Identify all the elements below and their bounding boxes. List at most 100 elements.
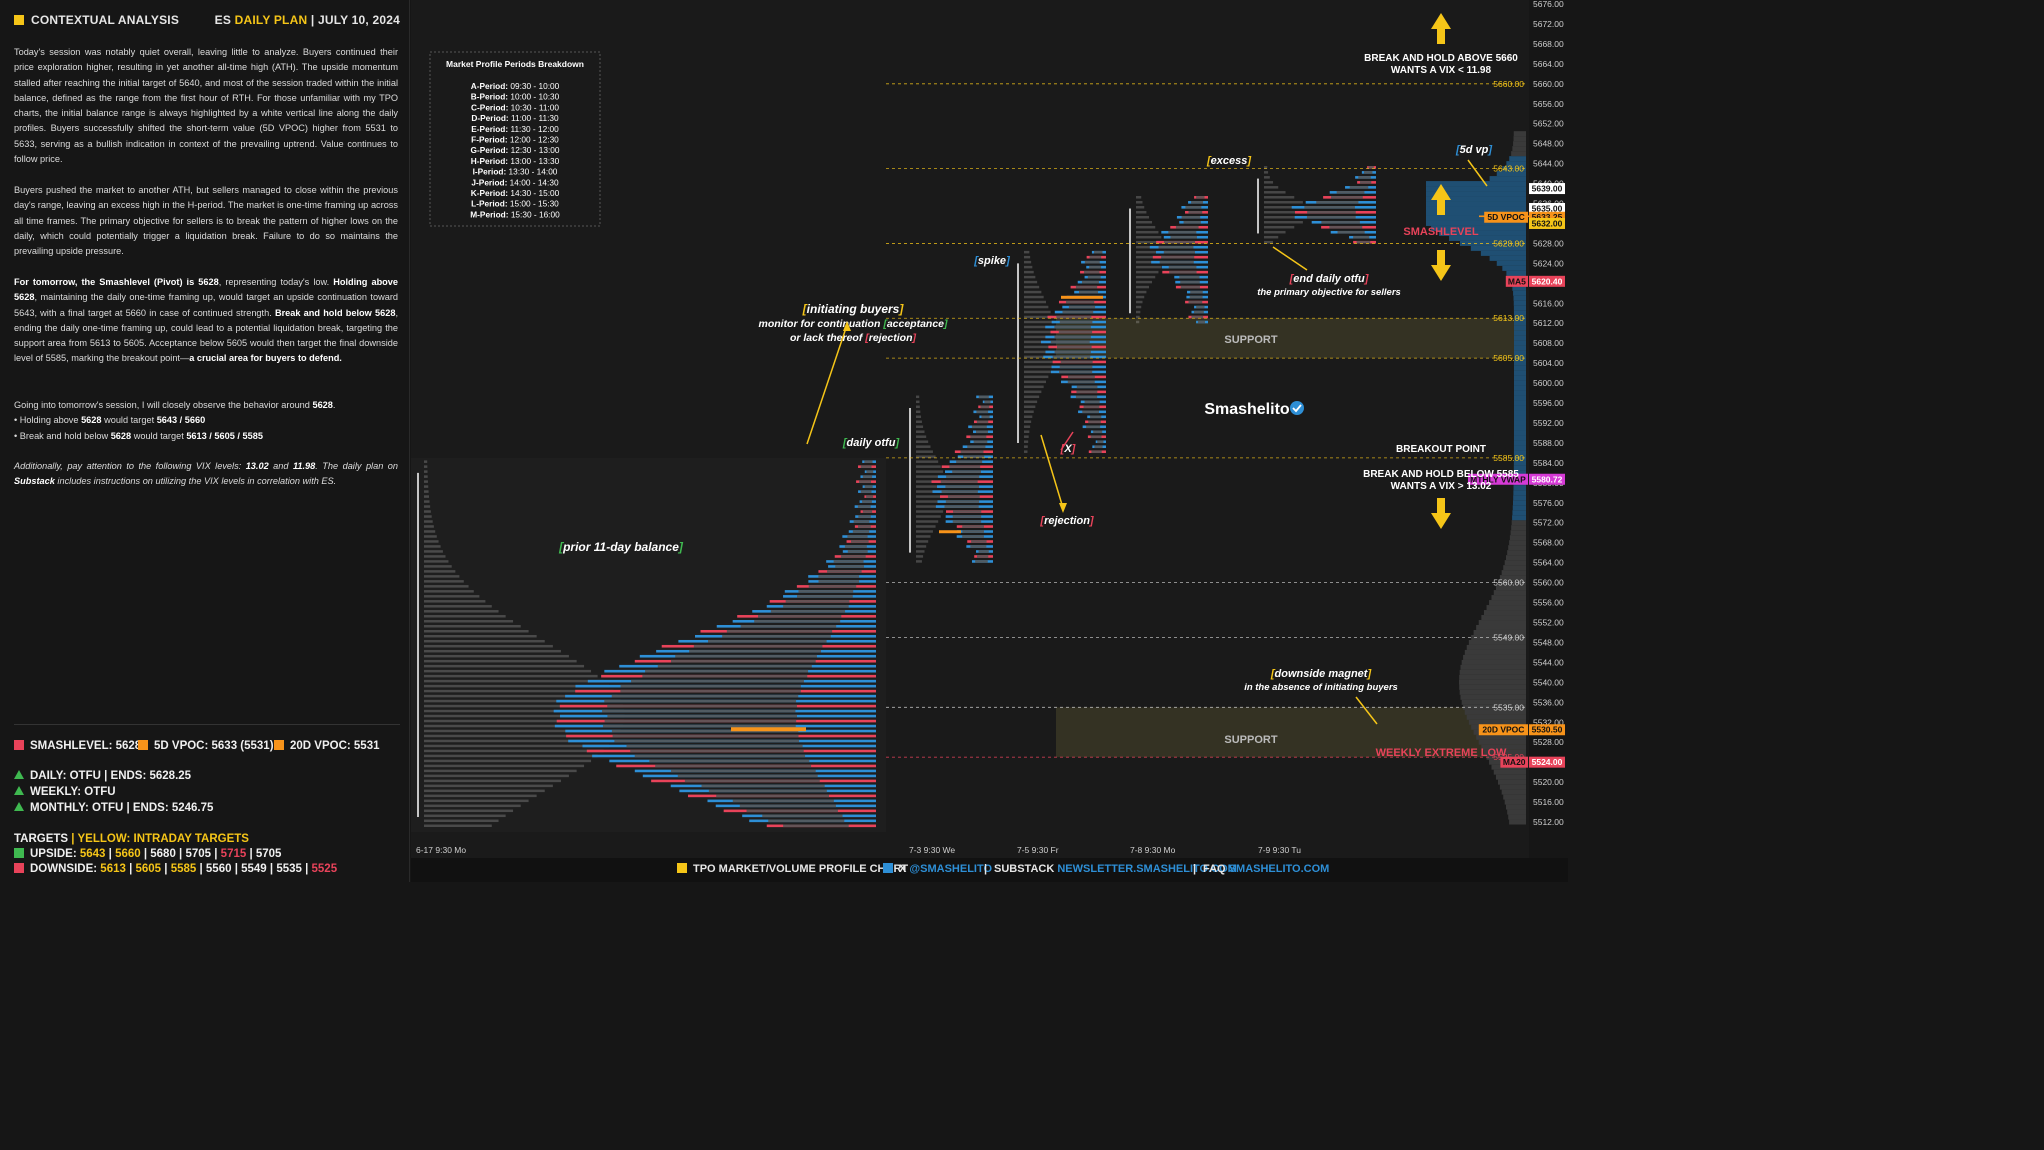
- volume-core: [612, 734, 799, 738]
- volume-bar: [1513, 430, 1526, 436]
- volume-core: [808, 585, 857, 588]
- tpo-row: [1264, 201, 1303, 204]
- faq-link[interactable]: FAQ SMASHELITO.COM: [1203, 863, 1329, 875]
- volume-core: [975, 560, 988, 563]
- y-tick-label: 5516.00: [1533, 797, 1564, 807]
- volume-core: [1059, 365, 1093, 369]
- break-below-line1: BREAK AND HOLD BELOW 5585: [1363, 469, 1519, 480]
- volume-core: [642, 674, 808, 678]
- volume-core: [1050, 340, 1090, 344]
- x-handle[interactable]: X @SMASHELITO: [883, 863, 992, 875]
- volume-bar: [1513, 305, 1526, 311]
- volume-core: [818, 575, 860, 578]
- volume-core: [1168, 230, 1197, 234]
- tpo-row: [424, 804, 521, 808]
- tpo-row: [424, 654, 569, 658]
- substack-link[interactable]: SUBSTACK NEWSLETTER.SMASHELITO.COM: [994, 863, 1237, 875]
- volume-core: [952, 515, 982, 518]
- end-otfu-text: end daily otfu: [1293, 273, 1365, 285]
- chart-type-label: TPO MARKET/VOLUME PROFILE CHART: [677, 863, 908, 875]
- tpo-row: [424, 634, 537, 638]
- level-line-label: 5535.00: [1493, 702, 1524, 712]
- analysis-paragraph-1: Today's session was notably quiet overal…: [14, 47, 398, 165]
- tpo-row: [916, 465, 941, 468]
- spike-label: [spike]: [973, 255, 1010, 267]
- tpo-row: [424, 505, 431, 508]
- tpo-row: [1024, 395, 1040, 399]
- volume-core: [740, 625, 837, 628]
- volume-core: [970, 435, 987, 439]
- volume-bar: [1459, 689, 1526, 695]
- tpo-row: [424, 754, 598, 758]
- volume-core: [1094, 250, 1103, 254]
- y-tick-label: 5512.00: [1533, 817, 1564, 827]
- volume-bar: [1426, 181, 1526, 187]
- tpo-row: [1024, 410, 1034, 414]
- tpo-row: [1024, 400, 1038, 404]
- volume-core: [770, 610, 846, 613]
- initiating-monitor: monitor for continuation [acceptance]: [758, 318, 948, 330]
- volume-core: [1175, 225, 1199, 229]
- volume-bar: [1495, 774, 1526, 780]
- volume-bar: [1513, 425, 1526, 431]
- tpo-row: [916, 435, 927, 438]
- volume-core: [1161, 255, 1195, 259]
- periods-box: Market Profile Periods Breakdown A-Perio…: [429, 51, 601, 227]
- tpo-row: [1136, 260, 1164, 264]
- faq-url[interactable]: SMASHELITO.COM: [1228, 863, 1330, 875]
- tpo-row: [1024, 290, 1042, 294]
- tpo-row: [424, 555, 446, 558]
- volume-core: [860, 465, 872, 468]
- tpo-row: [424, 620, 514, 623]
- volume-bar: [1489, 255, 1526, 261]
- price-tag-label: 5635.00: [1532, 204, 1563, 214]
- volume-core: [604, 719, 797, 723]
- substack-url[interactable]: NEWSLETTER.SMASHELITO.COM: [1057, 863, 1237, 875]
- analysis-paragraph-3: For tomorrow, the Smashlevel (Pivot) is …: [14, 275, 398, 367]
- price-tag-label: 5530.50: [1532, 725, 1563, 735]
- tpo-row: [424, 625, 521, 628]
- volume-core: [1193, 310, 1204, 314]
- volume-core: [940, 480, 978, 483]
- orange-square-icon: [274, 740, 284, 750]
- volume-bar: [1496, 260, 1526, 266]
- volume-core: [980, 405, 990, 409]
- volume-core: [1331, 196, 1363, 199]
- p5-a: Additionally, pay attention to the follo…: [14, 461, 246, 471]
- tpo-row: [1264, 166, 1268, 169]
- symbol: ES: [214, 13, 232, 27]
- volume-bar: [1509, 156, 1526, 162]
- volume-bar: [1489, 176, 1526, 182]
- tpo-row: [1136, 315, 1140, 319]
- volume-bar: [1464, 709, 1526, 715]
- tpo-row: [424, 714, 625, 718]
- x-label-text: X: [1063, 443, 1072, 455]
- volume-bar: [1501, 789, 1526, 795]
- volume-core: [962, 535, 984, 538]
- volume-core: [798, 590, 854, 593]
- downside-targets: DOWNSIDE: 5613 | 5605 | 5585 | 5560 | 55…: [14, 863, 337, 875]
- level-line-label: 5560.00: [1493, 578, 1524, 588]
- smashlevel-label: SMASHLEVEL: [1403, 226, 1478, 238]
- tpo-row: [1024, 445, 1028, 448]
- volume-core: [1349, 186, 1369, 189]
- y-tick-label: 5648.00: [1533, 139, 1564, 149]
- volume-bar: [1426, 220, 1526, 226]
- daily-timeframe-label: DAILY: OTFU | ENDS: 5628.25: [30, 770, 192, 782]
- tpo-chart[interactable]: 5660.00 5643.00 5628.00 5613.00 5605.00 5585.…: [411, 0, 1568, 858]
- p5-f: Substack: [14, 476, 55, 487]
- analysis-paragraph-2: Buyers pushed the market to another ATH,…: [14, 185, 398, 257]
- y-tick-label: 5556.00: [1533, 598, 1564, 608]
- tpo-row: [1024, 425, 1031, 428]
- volume-core: [866, 495, 874, 498]
- volume-bar: [1513, 340, 1526, 346]
- weekly-extreme-low: WEEKLY EXTREME LOW: [1376, 747, 1507, 759]
- tpo-row: [1136, 206, 1145, 209]
- volume-core: [947, 495, 980, 498]
- red-square-icon: [14, 863, 24, 873]
- x-handle-link[interactable]: @SMASHELITO: [909, 863, 993, 875]
- prior-balance: [prior 11-day balance]: [558, 540, 684, 554]
- tpo-row: [424, 764, 585, 768]
- initiating-rejection: rejection: [869, 332, 913, 344]
- volume-core: [835, 565, 865, 568]
